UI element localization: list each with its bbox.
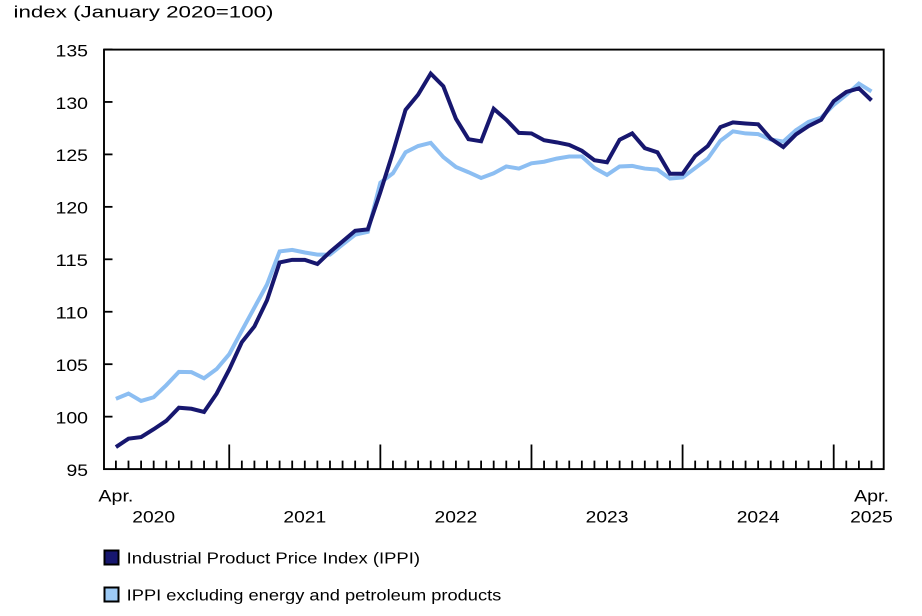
svg-text:Apr.: Apr. — [98, 487, 133, 506]
svg-text:2020: 2020 — [132, 507, 175, 526]
svg-text:115: 115 — [56, 251, 89, 270]
svg-text:index (January 2020=100): index (January 2020=100) — [14, 3, 274, 21]
svg-text:110: 110 — [56, 304, 89, 323]
svg-text:IPPI excluding energy and petr: IPPI excluding energy and petroleum prod… — [127, 587, 502, 604]
svg-text:135: 135 — [56, 41, 89, 60]
svg-text:2024: 2024 — [737, 507, 780, 526]
svg-text:2025: 2025 — [850, 507, 893, 526]
svg-text:120: 120 — [56, 199, 89, 218]
svg-text:105: 105 — [56, 356, 89, 375]
svg-text:2023: 2023 — [586, 507, 629, 526]
svg-text:95: 95 — [67, 461, 89, 480]
svg-text:2021: 2021 — [283, 507, 326, 526]
svg-text:125: 125 — [56, 146, 89, 165]
svg-text:100: 100 — [56, 408, 89, 427]
svg-text:2022: 2022 — [435, 507, 478, 526]
svg-text:Industrial Product Price Index: Industrial Product Price Index (IPPI) — [127, 551, 420, 568]
svg-text:130: 130 — [56, 94, 89, 113]
svg-text:Apr.: Apr. — [854, 487, 889, 506]
